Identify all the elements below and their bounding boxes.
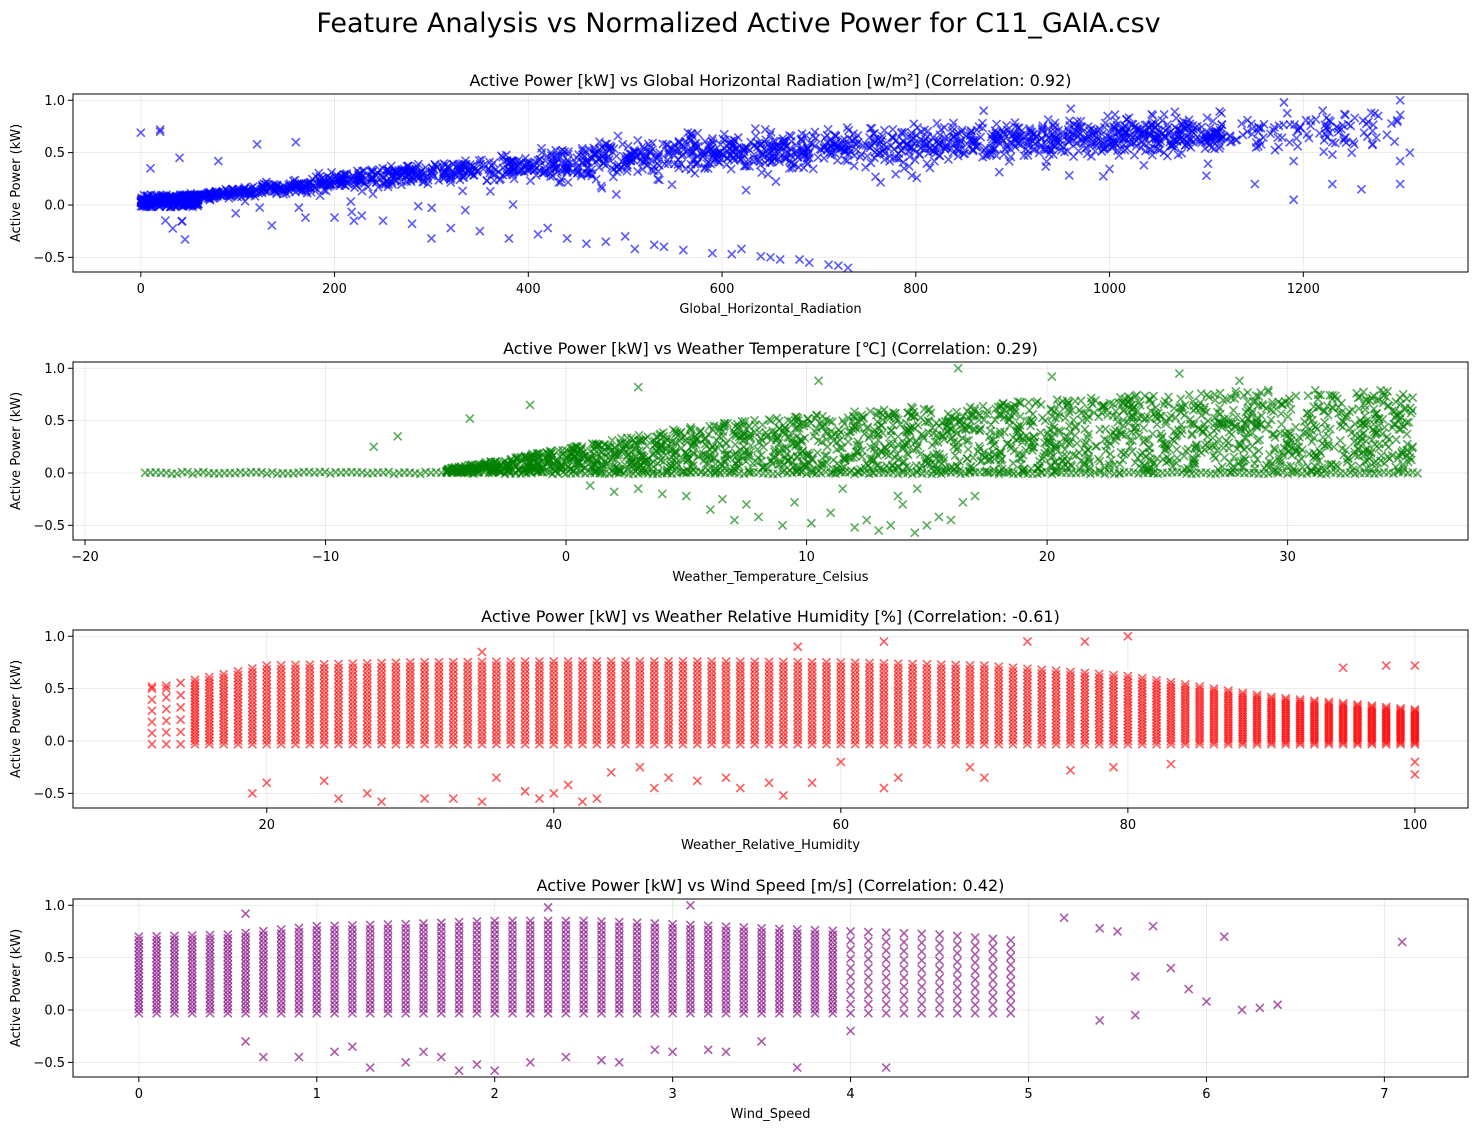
x-tick-label: 800 xyxy=(903,282,928,297)
y-tick-label: −0.5 xyxy=(33,519,65,534)
y-tick-label: 1.0 xyxy=(44,94,65,109)
y-tick-label: −0.5 xyxy=(33,251,65,266)
x-axis-label: Weather_Temperature_Celsius xyxy=(672,570,868,585)
y-tick-label: 0.5 xyxy=(44,414,65,429)
x-tick-label: −10 xyxy=(312,550,339,565)
x-tick-label: 0 xyxy=(562,550,570,565)
x-tick-label: 1200 xyxy=(1287,282,1320,297)
y-tick-label: 1.0 xyxy=(44,362,65,377)
y-axis-label: Active Power (kW) xyxy=(9,124,24,242)
x-tick-label: 0 xyxy=(137,282,145,297)
x-tick-label: 600 xyxy=(710,282,735,297)
x-tick-label: 20 xyxy=(1039,550,1056,565)
figure-title: Feature Analysis vs Normalized Active Po… xyxy=(316,8,1160,39)
x-tick-label: −20 xyxy=(71,550,98,565)
y-axis-label: Active Power (kW) xyxy=(9,392,24,510)
subplot-title: Active Power [kW] vs Global Horizontal R… xyxy=(469,71,1071,90)
x-axis-label: Global_Horizontal_Radiation xyxy=(679,302,861,317)
x-tick-label: 1000 xyxy=(1093,282,1126,297)
y-tick-label: 0.0 xyxy=(44,198,65,213)
subplot-title: Active Power [kW] vs Weather Temperature… xyxy=(503,339,1038,358)
x-tick-label: 400 xyxy=(516,282,541,297)
x-tick-label: 200 xyxy=(322,282,347,297)
y-tick-label: 0.0 xyxy=(44,466,65,481)
y-tick-label: 0.5 xyxy=(44,146,65,161)
x-tick-label: 30 xyxy=(1279,550,1296,565)
x-tick-label: 10 xyxy=(798,550,815,565)
